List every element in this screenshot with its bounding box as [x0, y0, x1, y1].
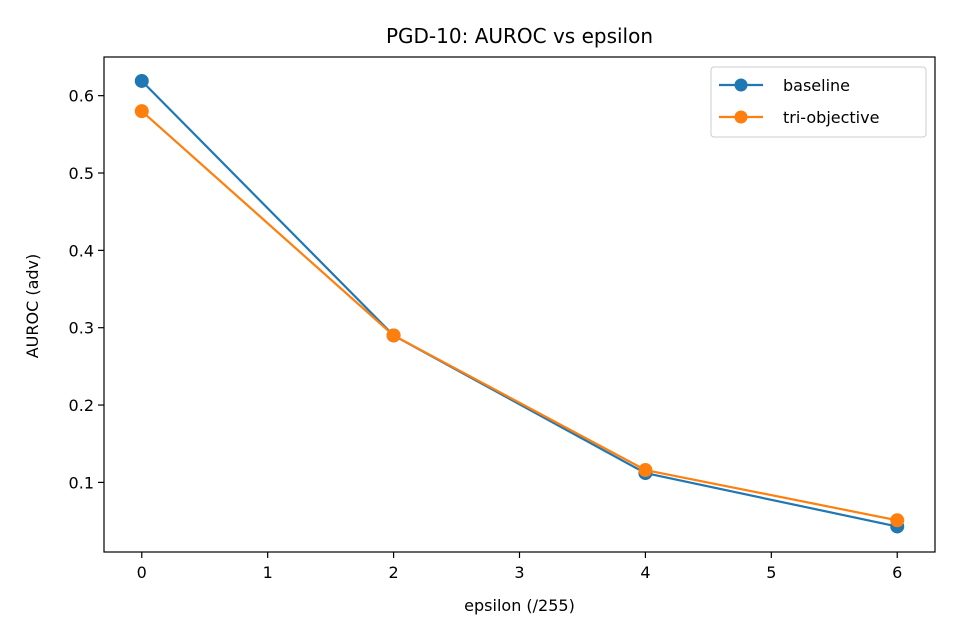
x-tick-label: 5	[766, 563, 776, 582]
x-axis-label: epsilon (/255)	[464, 596, 575, 615]
x-tick-label: 6	[892, 563, 902, 582]
axes: 0 1 2 3 4 5 6 0.1 0.2 0.3 0.4 0.5 0.6	[69, 87, 903, 582]
y-tick-label: 0.1	[69, 473, 94, 492]
y-tick-label: 0.4	[69, 241, 94, 260]
y-tick-label: 0.5	[69, 164, 94, 183]
chart-title: PGD-10: AUROC vs epsilon	[386, 24, 653, 48]
legend-label-0: baseline	[783, 76, 850, 95]
x-tick-label: 2	[388, 563, 398, 582]
legend-marker-1	[734, 110, 748, 124]
y-axis-label: AUROC (adv)	[23, 254, 42, 359]
plot-area	[134, 73, 905, 534]
x-tick-label: 3	[514, 563, 524, 582]
x-tick-label: 4	[640, 563, 650, 582]
data-point-1	[890, 513, 905, 528]
y-tick-label: 0.2	[69, 396, 94, 415]
x-tick-label: 0	[137, 563, 147, 582]
x-tick-label: 1	[263, 563, 273, 582]
legend-label-1: tri-objective	[783, 108, 879, 127]
legend: baseline tri-objective	[710, 66, 927, 138]
data-point-1	[638, 463, 653, 478]
y-tick-label: 0.3	[69, 319, 94, 338]
y-tick-label: 0.6	[69, 87, 94, 106]
legend-marker-0	[734, 78, 748, 92]
series-line-0	[140, 80, 898, 528]
legend-box	[710, 66, 927, 138]
data-point-1	[386, 328, 401, 343]
data-point-0	[134, 73, 149, 88]
series-line-1	[141, 110, 898, 522]
data-point-1	[134, 104, 149, 119]
